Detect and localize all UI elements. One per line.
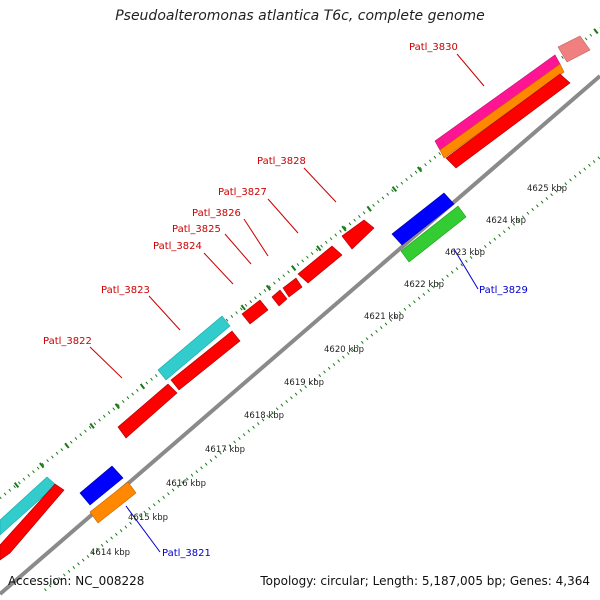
gene-label[interactable]: Patl_3823 [101, 285, 150, 296]
gene-forward[interactable] [282, 277, 303, 298]
gene-forward[interactable] [241, 299, 269, 325]
kbp-label: 4619 kbp [284, 378, 324, 388]
map-title: Pseudoalteromonas atlantica T6c, complet… [115, 8, 485, 24]
kbp-label: 4616 kbp [166, 479, 206, 489]
genome-summary-text: Topology: circular; Length: 5,187,005 bp… [260, 574, 590, 588]
label-connectors [89, 53, 485, 553]
orange-bar[interactable] [89, 481, 137, 524]
gene-label[interactable]: Patl_3821 [162, 548, 211, 559]
genome-backbone [0, 74, 600, 596]
gene-label[interactable]: Patl_3828 [257, 156, 306, 167]
kbp-label: 4615 kbp [128, 513, 168, 523]
gene-forward[interactable] [0, 483, 65, 561]
accession-text: Accession: NC_008228 [8, 574, 145, 588]
kbp-label: 4625 kbp [527, 184, 567, 194]
gene-forward[interactable] [341, 219, 375, 250]
kbp-label: 4618 kbp [244, 411, 284, 421]
green-bar[interactable] [400, 205, 467, 263]
gene-label[interactable]: Patl_3824 [153, 241, 202, 252]
gene-forward[interactable] [117, 383, 178, 439]
connector [148, 295, 181, 331]
kbp-label: 4620 kbp [324, 345, 364, 355]
orange-bar[interactable] [439, 63, 565, 159]
cyan-bar[interactable] [157, 315, 231, 381]
kbp-label: 4621 kbp [364, 312, 404, 322]
kbp-label: 4622 kbp [404, 280, 444, 290]
connector [224, 233, 252, 265]
kbp-label: 4624 kbp [486, 216, 526, 226]
gene-labels: Patl_3822 Patl_3823 Patl_3824 Patl_3825 … [43, 42, 528, 559]
gene-label[interactable]: Patl_3827 [218, 187, 267, 198]
kbp-label: 4623 kbp [445, 248, 485, 258]
connector [243, 218, 269, 257]
gene-forward[interactable] [445, 73, 571, 169]
connector [303, 167, 337, 203]
gene-label[interactable]: Patl_3826 [192, 208, 241, 219]
kbp-labels: 4614 kbp 4615 kbp 4616 kbp 4617 kbp 4618… [90, 184, 567, 558]
gene-forward[interactable] [271, 289, 288, 307]
connector [125, 505, 161, 553]
gene-reverse[interactable] [391, 192, 455, 246]
feature-bars [0, 35, 591, 536]
forward-genes [0, 73, 571, 561]
connector [456, 53, 485, 87]
gene-forward[interactable] [297, 245, 343, 284]
gene-label[interactable]: Patl_3825 [172, 224, 221, 235]
connector [267, 198, 299, 234]
connector [453, 248, 479, 290]
pink-bar[interactable] [557, 35, 591, 63]
gene-label[interactable]: Patl_3829 [479, 285, 528, 296]
connector [89, 346, 123, 379]
gene-label[interactable]: Patl_3830 [409, 42, 458, 53]
reverse-genes [79, 192, 467, 524]
connector [203, 252, 234, 285]
gene-reverse[interactable] [79, 465, 124, 506]
kbp-label: 4614 kbp [90, 548, 130, 558]
kbp-label: 4617 kbp [205, 445, 245, 455]
gene-label[interactable]: Patl_3822 [43, 336, 92, 347]
gene-forward[interactable] [170, 330, 241, 391]
